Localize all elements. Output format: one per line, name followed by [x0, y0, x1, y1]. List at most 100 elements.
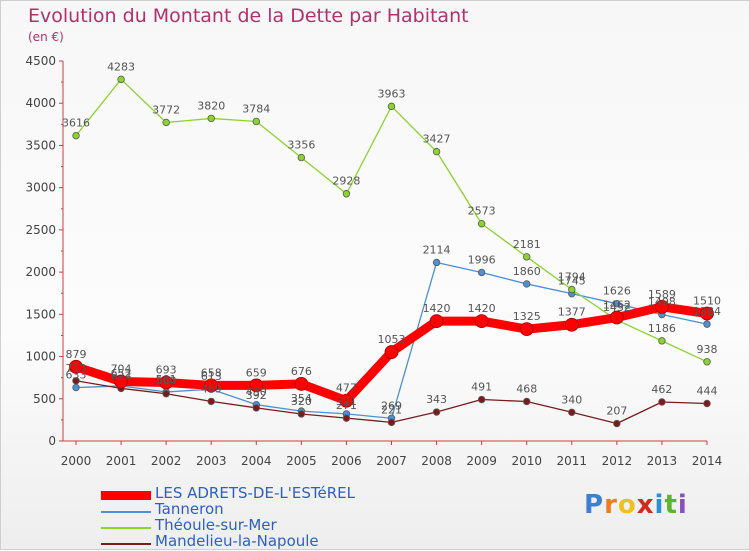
x-tick-label: 2014 [692, 454, 723, 468]
data-point [339, 393, 354, 408]
data-point [72, 131, 80, 140]
data-label: 1432 [603, 301, 631, 314]
data-label: 1462 [603, 299, 631, 312]
data-label: 269 [381, 399, 402, 412]
data-label: 354 [291, 392, 312, 405]
data-point [523, 397, 531, 406]
data-label: 320 [291, 395, 312, 408]
data-point [294, 377, 309, 391]
data-label: 693 [156, 363, 177, 376]
data-point [162, 390, 170, 398]
legend-swatch [101, 511, 151, 513]
data-label: 462 [651, 383, 672, 396]
data-point [432, 408, 441, 416]
data-label: 271 [336, 399, 357, 412]
y-tick-label: 500 [33, 392, 56, 406]
data-point [523, 280, 531, 288]
x-tick-label: 2012 [602, 454, 633, 468]
data-label: 2573 [468, 205, 496, 218]
data-label: 1794 [558, 271, 586, 284]
legend-label: Mandelieu-la-Napoule [155, 532, 319, 550]
data-label: 221 [381, 403, 402, 416]
data-label: 1053 [378, 333, 406, 346]
data-point [703, 399, 711, 408]
data-point [432, 147, 441, 156]
data-point [207, 114, 215, 123]
data-point [429, 314, 444, 328]
data-point [703, 358, 711, 366]
x-tick-label: 2008 [421, 454, 452, 468]
data-point [655, 299, 669, 314]
x-tick-label: 2005 [286, 454, 317, 468]
data-point [568, 285, 576, 294]
data-point [72, 377, 80, 385]
legend-label: LES ADRETS-DE-L'ESTéREL [155, 484, 355, 502]
data-label: 1626 [603, 285, 631, 298]
x-tick-label: 2002 [151, 454, 182, 468]
x-tick-label: 2011 [557, 454, 588, 468]
data-point [249, 378, 264, 393]
brand-letter: i [677, 490, 688, 520]
x-tick-label: 2010 [511, 454, 542, 468]
y-tick-label: 4500 [25, 54, 56, 68]
data-label: 1745 [558, 275, 586, 288]
data-point [114, 374, 128, 389]
y-tick-label: 1500 [25, 307, 56, 321]
x-tick-label: 2009 [466, 454, 497, 468]
x-tick-label: 2001 [106, 454, 137, 468]
brand-letter: t [664, 490, 678, 520]
data-point [387, 102, 396, 111]
data-label: 1384 [693, 305, 721, 318]
data-point [159, 375, 174, 390]
brand-logo: Proxiti [584, 490, 688, 520]
y-tick-label: 2500 [25, 223, 56, 237]
data-label: 3963 [378, 87, 406, 100]
data-point [613, 419, 621, 428]
data-label: 2114 [423, 243, 451, 256]
data-point [523, 253, 531, 261]
data-label: 623 [111, 369, 132, 382]
data-label: 343 [426, 393, 447, 406]
chart-title: Evolution du Montant de la Dette par Hab… [28, 5, 469, 27]
data-label: 392 [246, 389, 267, 402]
data-label: 3427 [423, 133, 451, 146]
data-label: 1996 [468, 253, 496, 266]
data-label: 321 [336, 395, 357, 408]
data-point [387, 418, 396, 427]
data-label: 4283 [107, 60, 135, 73]
data-label: 3784 [242, 102, 270, 115]
data-label: 2181 [513, 238, 541, 251]
legend-swatch [101, 527, 151, 529]
data-point [609, 310, 624, 325]
data-label: 581 [156, 373, 177, 386]
brand-letter: r [604, 490, 618, 520]
brand-letter: P [584, 490, 605, 520]
data-label: 430 [246, 386, 267, 399]
data-point [252, 117, 260, 126]
y-tick-label: 2000 [25, 265, 56, 279]
data-point [700, 306, 714, 321]
data-point [207, 397, 215, 406]
data-point [342, 414, 351, 422]
data-point [658, 398, 666, 406]
data-label: 477 [336, 382, 357, 395]
data-point [703, 320, 711, 328]
data-point [384, 345, 399, 359]
data-point [658, 337, 666, 345]
data-label: 879 [66, 348, 87, 361]
data-point [477, 268, 486, 277]
data-label: 3616 [62, 117, 90, 130]
data-label: 469 [201, 382, 222, 395]
x-tick-label: 2006 [331, 454, 362, 468]
data-label: 340 [561, 393, 582, 406]
chart-unit-label: (en €) [28, 30, 64, 44]
brand-letter: o [617, 490, 637, 520]
data-label: 1325 [513, 310, 541, 323]
data-label: 2928 [332, 175, 360, 188]
data-label: 1589 [648, 288, 676, 301]
data-label: 3820 [197, 99, 225, 112]
data-label: 207 [606, 405, 627, 418]
brand-letter: x [636, 490, 655, 520]
data-label: 1420 [423, 302, 451, 315]
